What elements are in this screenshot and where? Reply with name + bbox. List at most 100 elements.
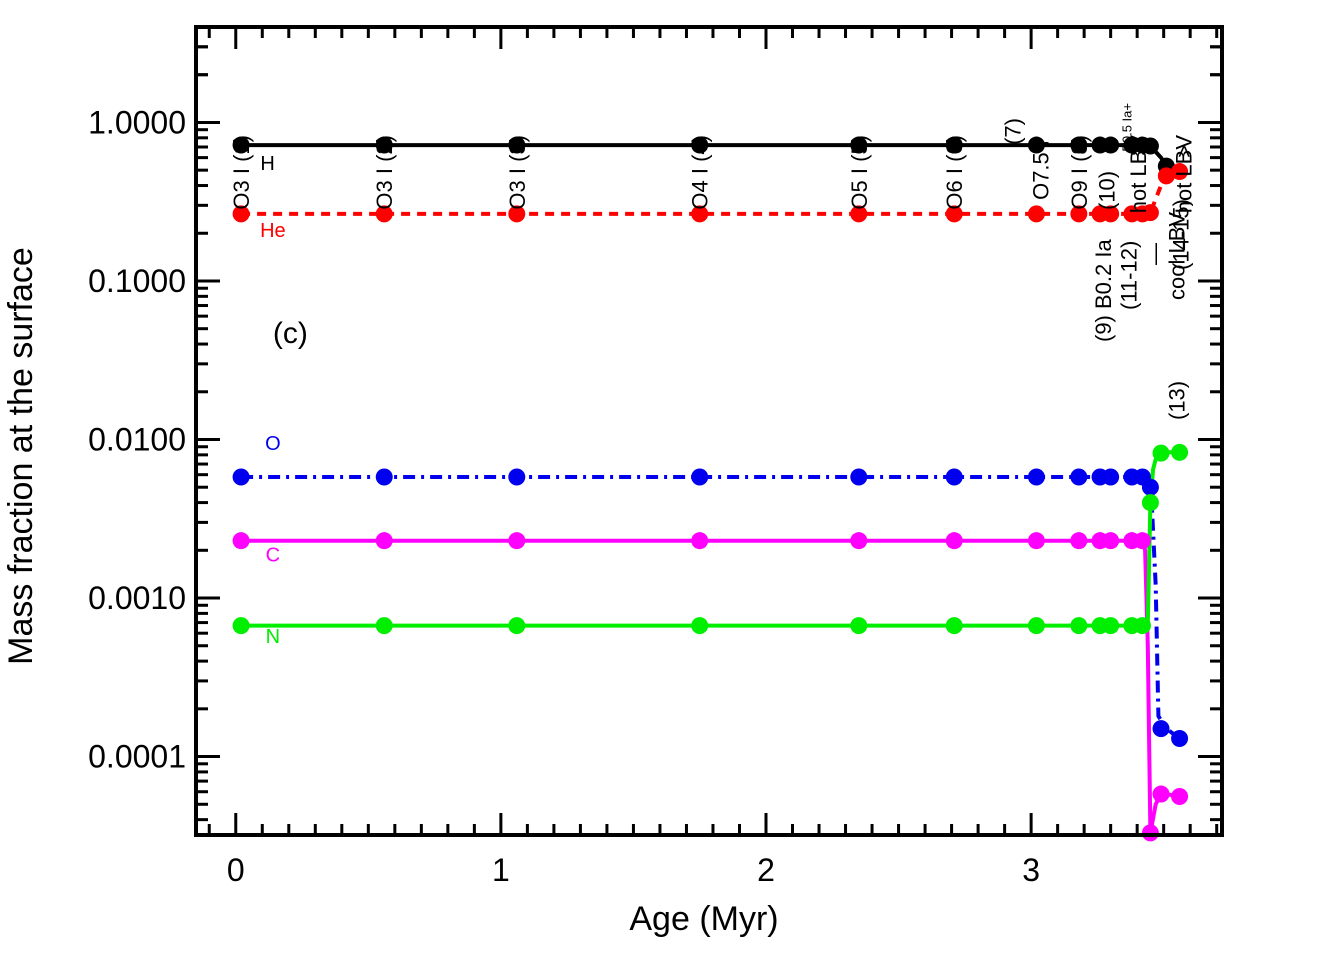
data-point-H — [1027, 136, 1045, 154]
data-point-C — [945, 532, 963, 550]
data-point-O — [1070, 468, 1088, 486]
series-line-O — [241, 475, 1181, 741]
y-tick-label: 0.0001 — [88, 739, 186, 775]
top-annotation: O5 I (5) — [847, 135, 872, 210]
top-annotation: O4 I (4) — [688, 135, 713, 210]
y-tick-label: 0.1000 — [88, 263, 186, 299]
series-label-H: H — [260, 153, 274, 175]
data-point-He — [850, 205, 868, 223]
data-point-H — [850, 136, 868, 154]
data-point-He — [945, 205, 963, 223]
series-line-He — [241, 169, 1181, 216]
data-point-O — [945, 468, 963, 486]
data-point-N — [850, 617, 868, 635]
data-point-N — [1133, 617, 1151, 635]
arrow-mark: > — [1172, 145, 1197, 158]
data-point-O — [1027, 468, 1045, 486]
bottom-annotation: (14-15) — [1168, 199, 1193, 270]
data-point-C — [1141, 824, 1159, 842]
top-annotation: O6 I (6) — [942, 135, 967, 210]
data-point-He — [1171, 163, 1189, 181]
data-point-C — [1070, 532, 1088, 550]
bottom-annotation: cool LBV — [1164, 212, 1189, 300]
data-point-O — [1152, 720, 1170, 738]
marker-layer — [232, 136, 1189, 842]
data-point-He — [1027, 205, 1045, 223]
data-point-H — [691, 136, 709, 154]
data-point-C — [375, 532, 393, 550]
top-annotation: O3 I (2) — [372, 135, 397, 210]
data-point-H — [945, 136, 963, 154]
data-point-C — [1027, 532, 1045, 550]
data-point-N — [691, 617, 709, 635]
series-line-C — [241, 538, 1180, 835]
data-point-He — [1102, 205, 1120, 223]
x-tick-label: 2 — [757, 852, 775, 888]
data-point-H — [375, 136, 393, 154]
data-point-C — [850, 532, 868, 550]
bottom-annotation: (10) — [1095, 171, 1120, 210]
data-point-N — [1070, 617, 1088, 635]
data-point-H — [1070, 136, 1088, 154]
panel-label: (c) — [273, 317, 308, 350]
data-point-O — [1141, 478, 1159, 496]
y-axis-title: Mass fraction at the surface — [2, 247, 40, 665]
data-point-N — [375, 617, 393, 635]
data-point-He — [375, 205, 393, 223]
y-tick-label: 0.0100 — [88, 421, 186, 457]
data-point-C — [1171, 787, 1189, 805]
data-point-He — [232, 205, 250, 223]
data-point-N — [1102, 617, 1120, 635]
top-annotation: hot LBV — [1126, 135, 1151, 214]
data-point-O — [1171, 729, 1189, 747]
bottom-annotation: (13) — [1164, 381, 1189, 420]
plot-frame — [194, 25, 1224, 837]
top-annotation: O3 I (3) — [505, 135, 530, 210]
x-tick-label: 1 — [492, 852, 510, 888]
data-point-C — [1102, 532, 1120, 550]
top-annotation: O3 I (1) — [229, 135, 254, 210]
top-annotation: O7.5 I — [1028, 140, 1053, 200]
data-point-N — [945, 617, 963, 635]
bottom-annotation: (9) B0.2 Ia — [1091, 239, 1116, 342]
data-point-C — [232, 532, 250, 550]
x-tick-label: 0 — [227, 852, 245, 888]
data-point-He — [691, 205, 709, 223]
series-label-O: O — [265, 433, 281, 455]
data-point-C — [508, 532, 526, 550]
data-point-N — [1027, 617, 1045, 635]
data-point-C — [1152, 785, 1170, 803]
x-axis-title: Age (Myr) — [629, 900, 778, 938]
data-point-O — [691, 468, 709, 486]
top-annotation: hot LBV — [1172, 135, 1197, 214]
top-annotation: O9 I (8) — [1067, 135, 1092, 210]
data-point-N — [508, 617, 526, 635]
y-tick-label: 1.0000 — [88, 104, 186, 140]
annotation-layer: O3 I (1) O3 I (2) O3 I (3) O4 I (4) O5 I (5)… — [229, 103, 1197, 420]
y-tick-label: 0.0010 — [88, 580, 186, 616]
series-label-He: He — [260, 220, 286, 242]
data-point-C — [1133, 532, 1151, 550]
series-label-C: C — [266, 544, 280, 566]
top-annotation: (7) — [1000, 118, 1025, 145]
arrow-mark: — — [1142, 243, 1167, 265]
data-point-N — [232, 617, 250, 635]
data-point-He — [1157, 167, 1175, 185]
data-point-H — [508, 136, 526, 154]
series-label-N: N — [266, 626, 280, 648]
data-point-C — [691, 532, 709, 550]
data-point-He — [1141, 204, 1159, 222]
data-point-N — [1171, 443, 1189, 461]
bottom-annotation: (11-12) — [1117, 241, 1142, 310]
small-annotation: B0.5 Ia+ — [1119, 103, 1134, 152]
data-point-N — [1152, 444, 1170, 462]
data-point-H — [1102, 136, 1120, 154]
arrow-mark: > — [1126, 143, 1151, 156]
data-point-H — [232, 136, 250, 154]
data-point-O — [375, 468, 393, 486]
data-point-O — [1102, 468, 1120, 486]
data-point-O — [850, 468, 868, 486]
series-layer: H He O C N — [241, 143, 1181, 835]
data-point-O — [508, 468, 526, 486]
